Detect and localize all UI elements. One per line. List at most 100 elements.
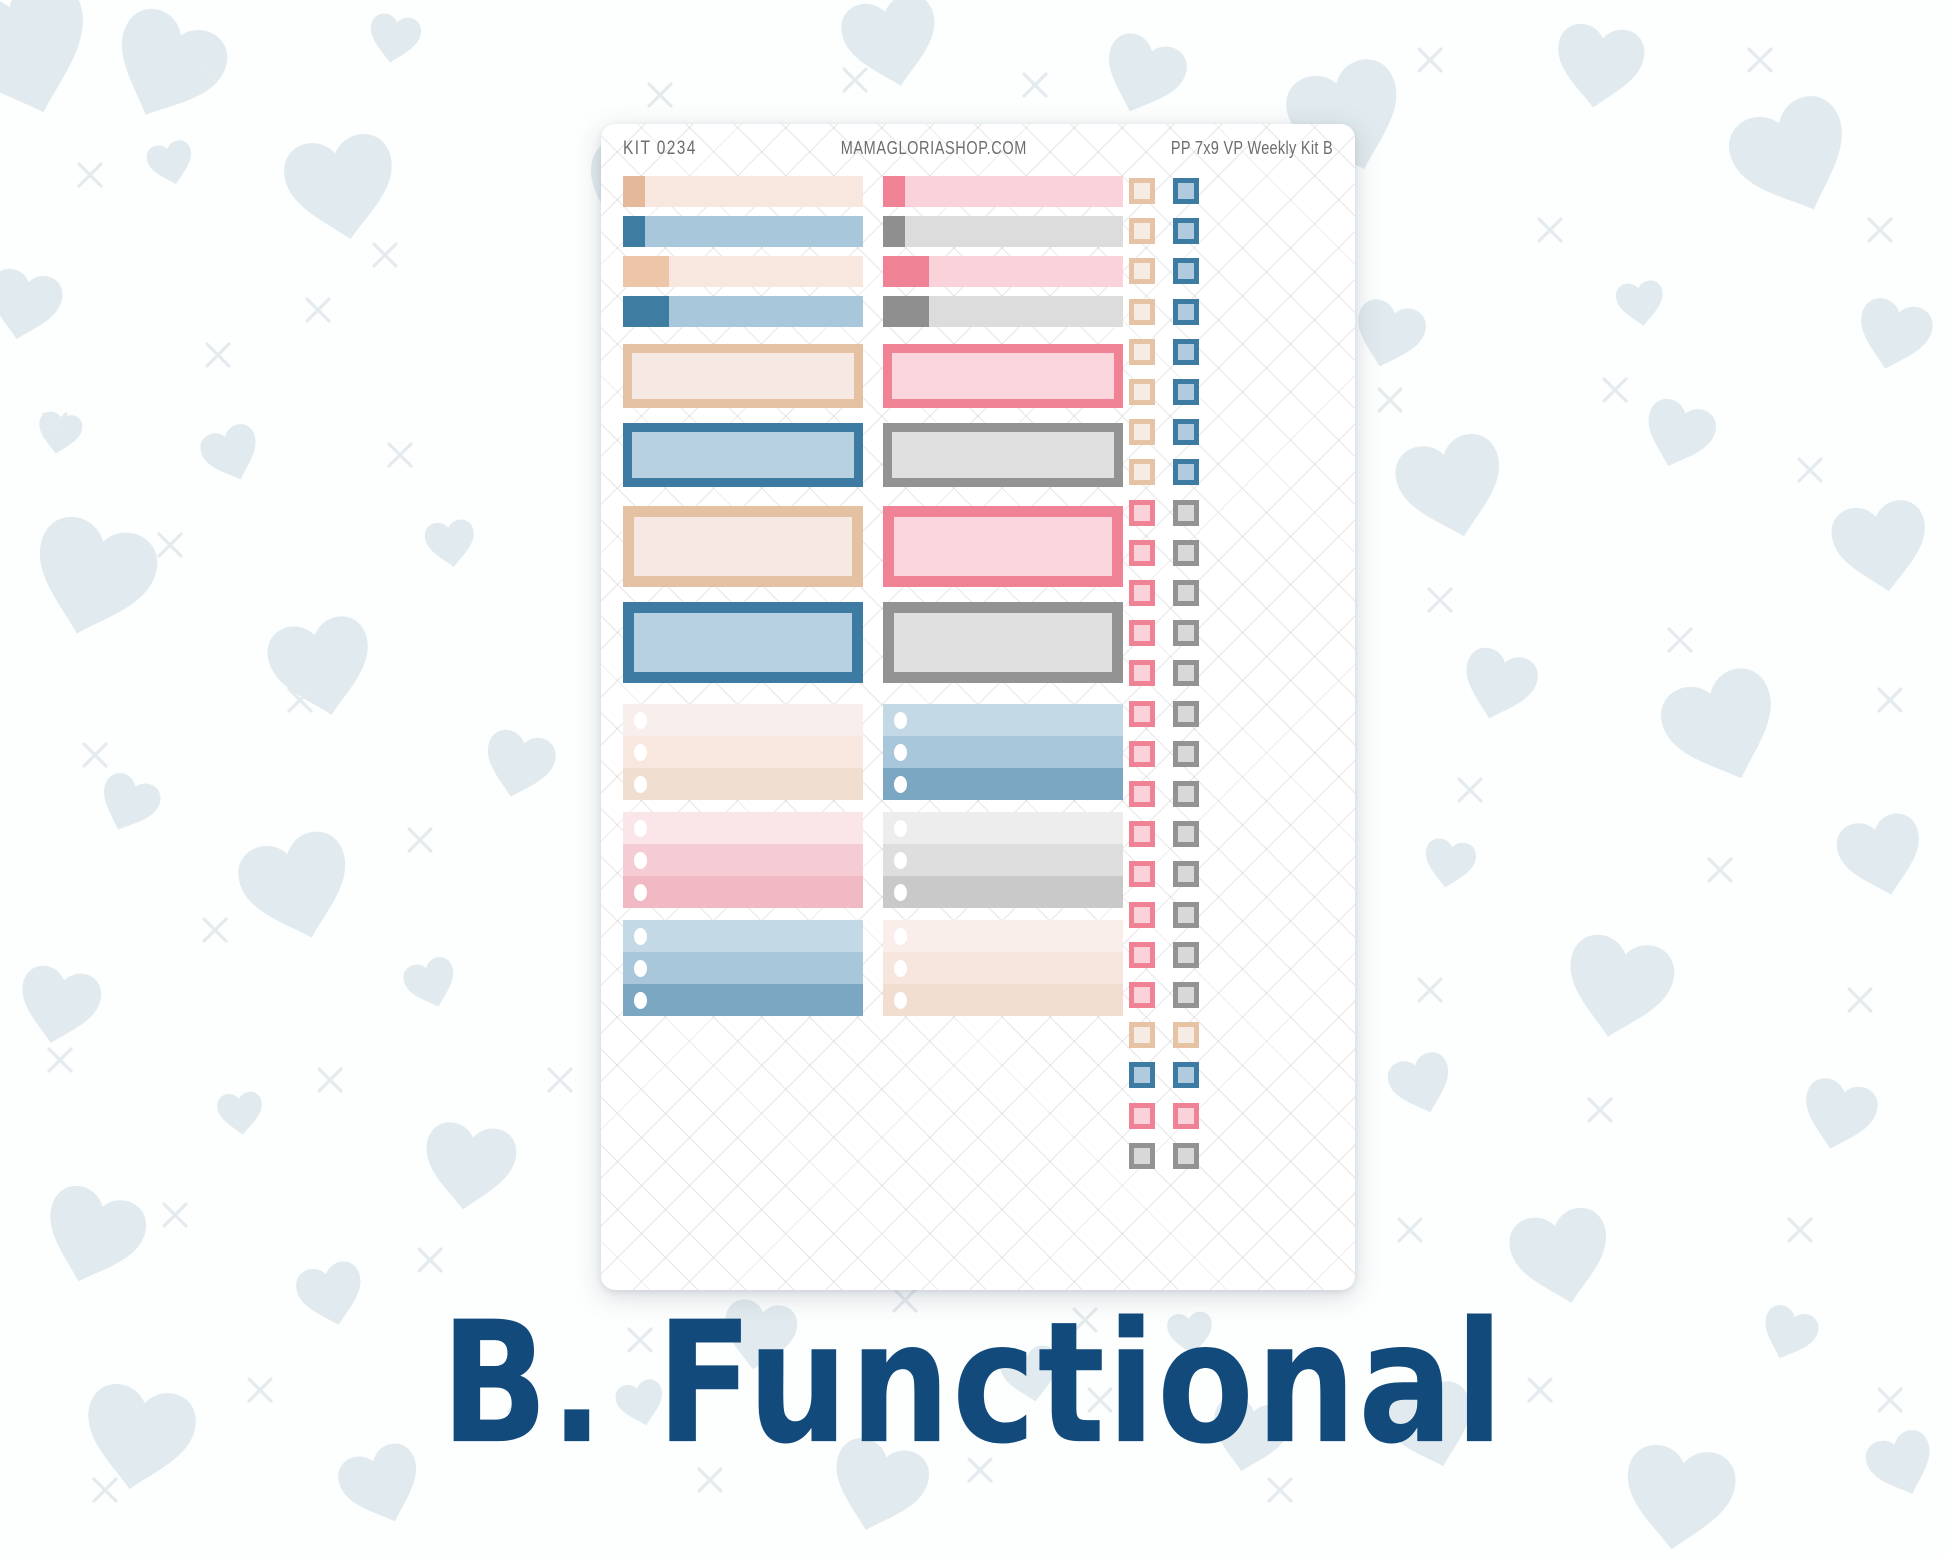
sticker-flag-4[interactable]: [623, 256, 863, 287]
checkbox-a-17[interactable]: [1129, 861, 1155, 888]
checkbox-b-18[interactable]: [1173, 901, 1199, 928]
checklist-dot-2[interactable]: [634, 959, 647, 977]
sticker-flag-5[interactable]: [883, 256, 1123, 287]
sticker-inner-fill: [894, 613, 1112, 672]
checkbox-inner-fill: [1178, 464, 1194, 481]
checklist-dot-1[interactable]: [894, 819, 907, 837]
checkbox-a-18[interactable]: [1129, 901, 1155, 928]
checkbox-b-9[interactable]: [1173, 539, 1199, 566]
checklist-dot-1[interactable]: [894, 711, 907, 729]
sticker-flag-6[interactable]: [623, 296, 863, 327]
checklist-dot-3[interactable]: [894, 883, 907, 901]
checkbox-b-20[interactable]: [1173, 982, 1199, 1008]
sticker-framed-9[interactable]: [883, 344, 1123, 408]
checkbox-a-12[interactable]: [1129, 660, 1155, 687]
checklist-dot-1[interactable]: [894, 927, 907, 945]
checkbox-a-1[interactable]: [1129, 218, 1155, 245]
sticker-flag-7[interactable]: [883, 296, 1123, 327]
sticker-framed-10[interactable]: [623, 423, 863, 487]
sticker-flag-0[interactable]: [623, 176, 863, 207]
checkbox-a-15[interactable]: [1129, 781, 1155, 807]
sticker-framed-8[interactable]: [623, 344, 863, 408]
checkbox-b-10[interactable]: [1173, 580, 1199, 606]
checklist-dot-3[interactable]: [634, 991, 647, 1009]
checkbox-b-5[interactable]: [1173, 379, 1199, 405]
sticker-accent-tab: [623, 216, 645, 247]
sticker-flag-1[interactable]: [883, 176, 1123, 207]
checkbox-b-14[interactable]: [1173, 740, 1199, 767]
checkbox-a-3[interactable]: [1129, 298, 1155, 325]
sticker-framed-11[interactable]: [883, 423, 1123, 487]
sticker-framed-14[interactable]: [623, 602, 863, 683]
checkbox-a-6[interactable]: [1129, 419, 1155, 446]
checkbox-a-16[interactable]: [1129, 821, 1155, 848]
sticker-checklist-18[interactable]: [623, 812, 863, 908]
checkbox-a-9[interactable]: [1129, 539, 1155, 566]
checkbox-b-23[interactable]: [1173, 1102, 1199, 1129]
sticker-accent-tab: [883, 176, 905, 207]
checklist-dot-1[interactable]: [634, 711, 647, 729]
checkbox-inner-fill: [1134, 223, 1150, 240]
checkbox-inner-fill: [1178, 906, 1194, 923]
checklist-dot-2[interactable]: [894, 743, 907, 761]
sticker-flag-2[interactable]: [623, 216, 863, 247]
checklist-dot-2[interactable]: [894, 959, 907, 977]
checkbox-inner-fill: [1134, 1147, 1150, 1164]
checkbox-b-12[interactable]: [1173, 660, 1199, 687]
checkbox-a-23[interactable]: [1129, 1102, 1155, 1129]
checklist-dot-3[interactable]: [894, 991, 907, 1009]
sticker-sheet: KIT 0234 MAMAGLORIASHOP.COM PP 7x9 VP We…: [601, 124, 1355, 1290]
checkbox-a-7[interactable]: [1129, 459, 1155, 486]
checkbox-b-0[interactable]: [1173, 178, 1199, 204]
checkbox-b-13[interactable]: [1173, 700, 1199, 727]
checkbox-b-7[interactable]: [1173, 459, 1199, 486]
checklist-dot-1[interactable]: [634, 819, 647, 837]
sticker-framed-13[interactable]: [883, 506, 1123, 587]
checkbox-a-8[interactable]: [1129, 499, 1155, 526]
checklist-band-1: [623, 920, 863, 952]
sticker-checklist-17[interactable]: [883, 704, 1123, 800]
checkbox-a-19[interactable]: [1129, 941, 1155, 968]
checkbox-a-10[interactable]: [1129, 580, 1155, 606]
checklist-dot-2[interactable]: [634, 851, 647, 869]
sticker-checklist-20[interactable]: [623, 920, 863, 1016]
checkbox-a-20[interactable]: [1129, 982, 1155, 1008]
sticker-checklist-19[interactable]: [883, 812, 1123, 908]
checkbox-a-11[interactable]: [1129, 620, 1155, 647]
checkbox-a-24[interactable]: [1129, 1142, 1155, 1169]
checkbox-a-2[interactable]: [1129, 258, 1155, 285]
checklist-dot-3[interactable]: [634, 775, 647, 793]
sticker-checklist-16[interactable]: [623, 704, 863, 800]
checkbox-b-3[interactable]: [1173, 298, 1199, 325]
sticker-checklist-21[interactable]: [883, 920, 1123, 1016]
sticker-flag-3[interactable]: [883, 216, 1123, 247]
checkbox-b-21[interactable]: [1173, 1022, 1199, 1049]
checkbox-a-13[interactable]: [1129, 700, 1155, 727]
checklist-dot-1[interactable]: [634, 927, 647, 945]
checkbox-b-11[interactable]: [1173, 620, 1199, 647]
checkbox-b-16[interactable]: [1173, 821, 1199, 848]
checklist-dot-2[interactable]: [634, 743, 647, 761]
checkbox-a-5[interactable]: [1129, 379, 1155, 405]
checklist-dot-3[interactable]: [634, 883, 647, 901]
sticker-framed-15[interactable]: [883, 602, 1123, 683]
checkbox-inner-fill: [1178, 504, 1194, 521]
checkbox-a-0[interactable]: [1129, 178, 1155, 204]
checkbox-a-21[interactable]: [1129, 1022, 1155, 1049]
checkbox-b-8[interactable]: [1173, 499, 1199, 526]
checkbox-b-6[interactable]: [1173, 419, 1199, 446]
checklist-dot-3[interactable]: [894, 775, 907, 793]
checkbox-b-19[interactable]: [1173, 941, 1199, 968]
checklist-dot-2[interactable]: [894, 851, 907, 869]
checkbox-b-15[interactable]: [1173, 781, 1199, 807]
checkbox-b-2[interactable]: [1173, 258, 1199, 285]
checkbox-b-4[interactable]: [1173, 338, 1199, 365]
sticker-framed-12[interactable]: [623, 506, 863, 587]
checkbox-b-1[interactable]: [1173, 218, 1199, 245]
checkbox-b-24[interactable]: [1173, 1142, 1199, 1169]
checkbox-a-14[interactable]: [1129, 740, 1155, 767]
checkbox-b-22[interactable]: [1173, 1062, 1199, 1089]
checkbox-a-4[interactable]: [1129, 338, 1155, 365]
checkbox-b-17[interactable]: [1173, 861, 1199, 888]
checkbox-a-22[interactable]: [1129, 1062, 1155, 1089]
